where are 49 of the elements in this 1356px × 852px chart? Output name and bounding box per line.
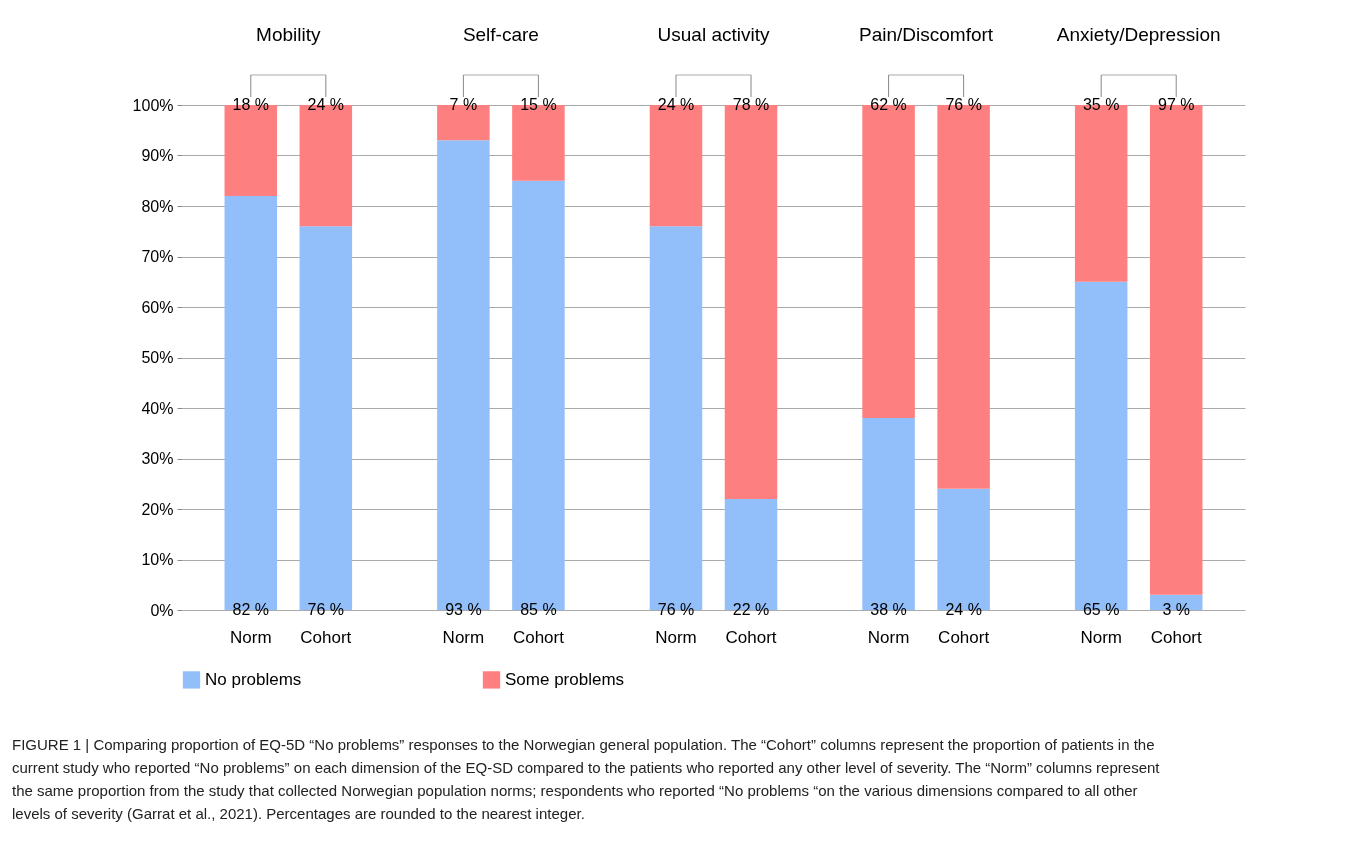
data-label: 15 % <box>520 96 557 113</box>
y-tick-label: 70% <box>141 248 174 265</box>
legend-label: Some problems <box>505 669 625 689</box>
data-label: 3 % <box>1162 601 1191 618</box>
data-label: 76 % <box>945 96 982 113</box>
data-label: 76 % <box>307 601 345 618</box>
data-label: 85 % <box>520 601 557 618</box>
y-tick-label: 90% <box>141 147 174 164</box>
x-tick-label: Norm <box>442 628 485 647</box>
x-tick-label: Cohort <box>300 628 352 647</box>
data-label: 93 % <box>445 601 482 618</box>
data-label: 18 % <box>232 96 270 113</box>
y-tick-label: 100% <box>132 96 174 114</box>
text: Pain/Discomfort <box>859 24 994 45</box>
data-label: 38 % <box>870 601 907 618</box>
data-label: 24 % <box>657 96 695 113</box>
y-tick-label: 80% <box>141 197 174 215</box>
text: Mobility <box>256 24 321 45</box>
y-tick-label: 60% <box>141 298 174 316</box>
data-label: 78 % <box>732 96 770 113</box>
text: Usual activity <box>657 24 770 45</box>
data-label: 82 % <box>232 601 270 618</box>
legend-label: No problems <box>205 669 302 689</box>
caption: FIGURE 1 | Comparing proportion of EQ-5D “No problems” responses to the Norwegian general population. The “Cohort” columns represent the proportion of patients in the current study who reported “No problems” on each dimension of the EQ-SD compared to the patients who reported any other level of severity. The “Norm” columns represent the same proportion from the study that collected Norwegian population norms; respondents who reported “No problems “on the various dimensions compared to all other levels of severity (Garrat et al., 2021). Percentages are rounded to the nearest integer. <box>12 736 1161 822</box>
x-tick-label: Cohort <box>1150 628 1202 647</box>
data-label: 24 % <box>945 601 982 618</box>
data-label: 65 % <box>1082 601 1120 618</box>
x-tick-label: Cohort <box>512 628 565 647</box>
x-tick-label: Norm <box>655 628 697 647</box>
data-label: 35 % <box>1082 96 1120 113</box>
x-tick-label: Cohort <box>725 628 777 647</box>
data-label: 97 % <box>1157 96 1195 113</box>
text: Self-care <box>462 24 539 45</box>
data-label: 7 % <box>449 96 478 113</box>
y-tick-label: 20% <box>141 500 174 518</box>
x-tick-label: Norm <box>230 628 272 647</box>
y-tick-label: 0% <box>150 601 174 619</box>
text: Anxiety/Depression <box>1056 24 1221 45</box>
data-label: 24 % <box>307 96 345 113</box>
x-tick-label: Cohort <box>938 628 990 647</box>
x-tick-label: Norm <box>867 628 910 647</box>
data-label: 22 % <box>732 601 770 618</box>
y-tick-label: 50% <box>141 349 174 366</box>
y-tick-label: 10% <box>141 551 174 568</box>
data-label: 76 % <box>657 601 695 618</box>
y-tick-label: 40% <box>141 399 174 417</box>
x-tick-label: Norm <box>1080 628 1122 647</box>
data-label: 62 % <box>870 96 907 113</box>
y-tick-label: 30% <box>141 450 174 467</box>
